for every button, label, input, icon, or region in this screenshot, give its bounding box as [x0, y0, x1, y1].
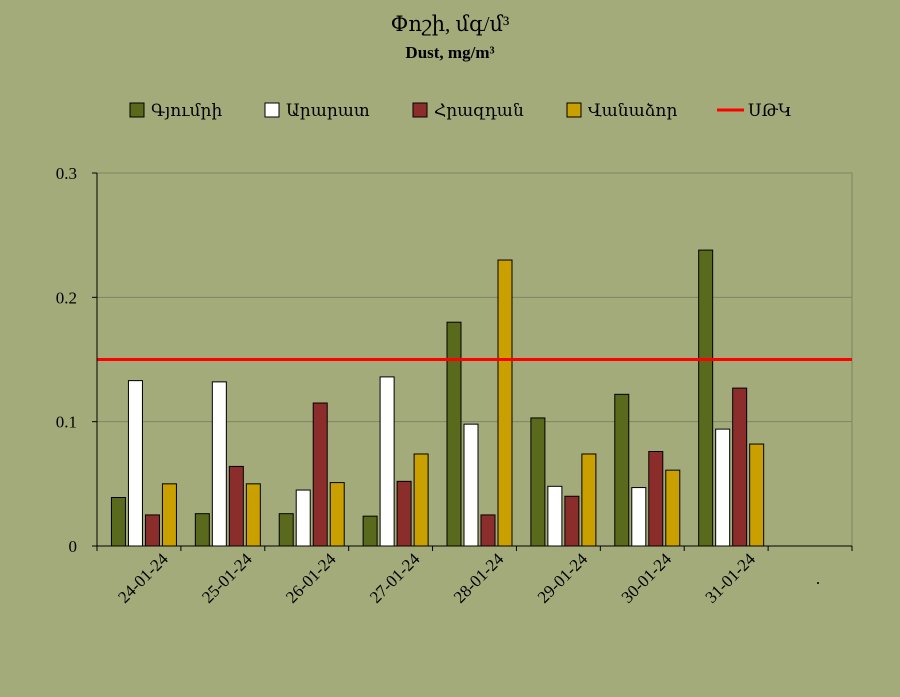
- x-tick-label: 30-01-24: [618, 549, 676, 607]
- bar-1: [194, 513, 210, 547]
- bar-1: [446, 321, 462, 547]
- x-tick-label: 31-01-24: [702, 549, 760, 607]
- bar-4: [329, 482, 345, 547]
- bar-2: [631, 487, 647, 547]
- legend-label: Վանաձոր: [588, 101, 677, 120]
- bar-2: [295, 489, 311, 547]
- legend-swatch: [264, 102, 280, 118]
- bar-4: [413, 453, 429, 547]
- bar-2: [715, 428, 731, 547]
- x-tick-label-extra: .: [816, 569, 820, 588]
- bar-3: [564, 495, 580, 547]
- legend: Գյումրի Արարատ Հրազդան Վանաձոր ՍԹԿ: [129, 101, 792, 120]
- legend-label-reference: ՍԹԿ: [748, 101, 792, 120]
- y-tick-label: 0.1: [56, 413, 77, 432]
- bar-1: [614, 393, 630, 547]
- legend-label: Հրազդան: [434, 101, 524, 120]
- x-tick-label: 26-01-24: [282, 549, 340, 607]
- bar-4: [161, 483, 177, 547]
- bar-1: [698, 249, 714, 547]
- legend-label: Գյումրի: [151, 101, 222, 120]
- y-tick-label: 0: [69, 537, 78, 556]
- bar-2: [547, 485, 563, 547]
- bars: [110, 249, 765, 547]
- legend-swatch: [412, 102, 428, 118]
- bar-3: [732, 387, 748, 547]
- bar-1: [110, 497, 126, 547]
- bar-1: [362, 515, 378, 547]
- bar-4: [581, 453, 597, 547]
- bar-3: [396, 480, 412, 547]
- bar-3: [312, 402, 328, 547]
- bar-3: [480, 514, 496, 547]
- x-tick-label: 29-01-24: [534, 549, 592, 607]
- y-tick-label: 0.2: [56, 288, 77, 307]
- x-tick-label: 25-01-24: [198, 549, 256, 607]
- bar-2: [211, 381, 227, 547]
- legend-label: Արարատ: [286, 101, 370, 120]
- bar-1: [530, 417, 546, 547]
- bar-3: [648, 451, 664, 547]
- x-tick-label: 28-01-24: [450, 549, 508, 607]
- bar-2: [127, 380, 143, 547]
- bar-1: [278, 513, 294, 547]
- y-tick-label: 0.3: [56, 164, 77, 183]
- bar-3: [228, 465, 244, 547]
- legend-swatch: [129, 102, 145, 118]
- bar-2: [379, 376, 395, 547]
- bar-4: [245, 483, 261, 547]
- bar-2: [463, 423, 479, 547]
- chart-title: Փոշի, մգ/մ³: [391, 12, 510, 36]
- x-tick-label: 24-01-24: [114, 549, 172, 607]
- bar-4: [665, 469, 681, 547]
- chart-subtitle: Dust, mg/m³: [405, 43, 494, 62]
- bar-4: [497, 259, 513, 547]
- bar-3: [144, 514, 160, 547]
- bar-4: [749, 443, 765, 547]
- legend-swatch: [566, 102, 582, 118]
- x-tick-label: 27-01-24: [366, 549, 424, 607]
